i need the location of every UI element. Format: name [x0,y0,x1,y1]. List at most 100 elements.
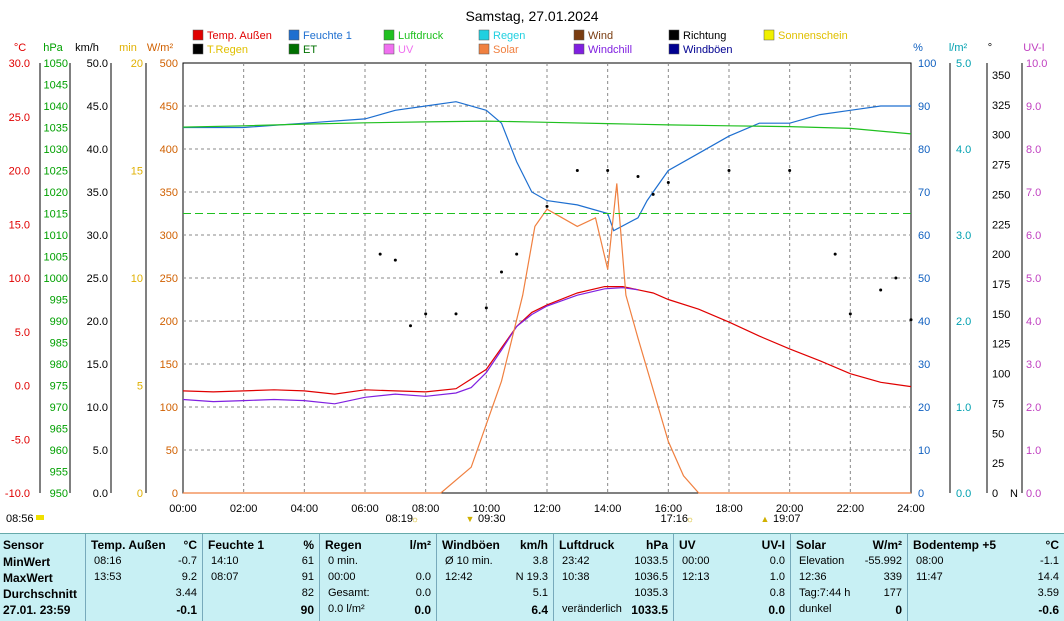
axis-tick-temp: 30.0 [9,58,30,70]
axis-tick-direction: 350 [992,70,1010,82]
table-unit-uv: UV-I [761,538,785,552]
axis-tick-pressure: 955 [50,467,68,479]
table-cell-time: 08:16 [94,555,122,567]
table-cell-time: Elevation [799,555,845,567]
axis-tick-sunshine: 15 [131,166,143,178]
direction-point [515,252,519,256]
x-tick-label: 16:00 [655,503,683,515]
table-cell-time: 14:10 [211,555,239,567]
table-cell-value: 3.8 [532,555,548,567]
table-cell-value: 1033.5 [631,603,668,617]
direction-point [378,252,382,256]
table-cell-value: 3.44 [175,587,197,599]
axis-tick-temp: 5.0 [15,327,30,339]
marker-time: 09:30 [478,513,506,525]
legend-swatch [288,43,300,55]
direction-point [575,169,579,172]
table-header-rain: Regen [325,538,362,552]
axis-tick-pressure: 995 [50,295,68,307]
axis-tick-uv: 8.0 [1026,144,1041,156]
summary-table: Sensor MinWert MaxWert Durchschnitt 27.0… [0,533,1064,621]
series-line [183,101,911,232]
marker-time: 19:07 [773,513,801,525]
axis-tick-direction: 100 [992,369,1010,381]
table-cell-time: 0.0 l/m² [328,603,365,615]
direction-point [909,318,913,322]
x-tick-label: 10:00 [473,503,501,515]
axis-tick-direction: 125 [992,339,1010,351]
table-cell-time: Gesamt: [328,587,370,599]
axis-tick-wind: 20.0 [87,316,108,328]
direction-point [424,312,428,316]
table-cell-value: 0.0 [768,603,785,617]
sun-markers: 08:19☼ 09:30▼ 17:16☼ 19:07▲08:56 [6,513,801,525]
axis-tick-pressure: 1040 [44,101,68,113]
table-unit-soil: °C [1045,538,1059,552]
axis-unit-pressure: hPa [43,42,63,54]
table-cell-value: 1.0 [769,571,785,583]
axis-tick-temp: -5.0 [11,434,30,446]
table-header-hum: Feuchte 1 [208,538,265,552]
table-column-gust: Windböen km/h Ø 10 min. 3.8 12:42 N 19.3 5.1 6.… [436,534,554,621]
axis-tick-wind: 15.0 [87,359,108,371]
table-cell-value: 6.4 [531,603,548,617]
table-cell-value: 177 [883,587,902,599]
axis-tick-temp: -10.0 [5,488,30,500]
sun-mini-icon [36,515,44,520]
axis-tick-direction: 325 [992,100,1010,112]
table-cell-time: 13:53 [94,571,122,583]
x-tick-label: 14:00 [594,503,622,515]
axis-tick-humidity: 40 [918,316,930,328]
axis-tick-solar: 50 [166,445,178,457]
table-cell-value: 5.1 [532,587,548,599]
legend-label: Windböen [683,44,733,56]
axis-extra-direction: N [1010,488,1018,500]
table-cell-value: 90 [300,603,314,617]
axis-tick-uv: 4.0 [1026,316,1041,328]
table-cell-time: 12:42 [445,571,473,583]
legend-swatch [192,43,204,55]
marker-arrow-down-icon: ▼ [466,514,475,524]
axis-tick-temp: 25.0 [9,112,30,124]
axis-tick-humidity: 30 [918,359,930,371]
axis-unit-sunshine: min [119,42,137,54]
x-tick-label: 22:00 [837,503,865,515]
table-header-uv: UV [679,538,696,552]
axis-tick-solar: 0 [172,488,178,500]
axis-tick-pressure: 1045 [44,80,68,92]
direction-point [833,252,837,256]
legend-label: Temp. Außen [207,30,272,42]
axis-tick-temp: 10.0 [9,273,30,285]
axis-tick-pressure: 1030 [44,144,68,156]
table-cell-value: -0.7 [178,555,197,567]
axis-tick-rain: 0.0 [956,488,971,500]
legend-label: Wind [588,30,613,42]
table-cell-value: 0 [895,603,902,617]
x-tick-label: 12:00 [533,503,561,515]
legend-label: Windchill [588,44,632,56]
legend-swatch [478,29,490,41]
table-column-soil: Bodentemp +5 °C 08:00 -1.1 11:47 14.4 3.59 -0.6 [907,534,1064,621]
axis-tick-uv: 0.0 [1026,488,1041,500]
axis-tick-uv: 2.0 [1026,402,1041,414]
axis-tick-humidity: 0 [918,488,924,500]
legend-label: Sonnenschein [778,30,848,42]
axis-tick-wind: 35.0 [87,187,108,199]
axes: °C 30.0 25.0 20.0 15.0 10.0 5.0 0.0 -5.0 -10.0 hPa… [5,42,1048,515]
axis-tick-solar: 350 [160,187,178,199]
axis-tick-pressure: 1000 [44,273,68,285]
corner-time: 08:56 [6,513,34,525]
legend-swatch [192,29,204,41]
axis-unit-humidity: % [913,42,923,54]
axis-tick-wind: 30.0 [87,230,108,242]
axis-tick-pressure: 990 [50,316,68,328]
axis-tick-wind: 25.0 [87,273,108,285]
axis-tick-temp: 0.0 [15,381,30,393]
legend-label: Luftdruck [398,30,444,42]
direction-point [727,169,731,172]
legend-swatch [668,43,680,55]
legend: Temp. Außen Feuchte 1 Luftdruck Regen Wind Ri… [192,29,848,56]
axis-tick-pressure: 980 [50,359,68,371]
table-cell-time: 10:38 [562,571,590,583]
chart-title: Samstag, 27.01.2024 [465,8,598,24]
